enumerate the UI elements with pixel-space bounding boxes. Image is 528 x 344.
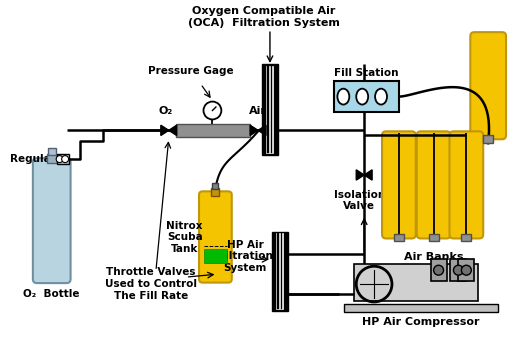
Circle shape <box>62 155 69 163</box>
Bar <box>458 259 474 281</box>
Bar <box>394 235 404 241</box>
Polygon shape <box>169 125 177 136</box>
Text: O₂  Bottle: O₂ Bottle <box>23 289 80 299</box>
Bar <box>354 264 478 301</box>
Text: HP Air Compressor: HP Air Compressor <box>362 317 480 327</box>
Ellipse shape <box>337 89 350 105</box>
Ellipse shape <box>356 89 368 105</box>
Bar <box>450 259 466 281</box>
Text: Oxygen Compatible Air
(OCA)  Filtration System: Oxygen Compatible Air (OCA) Filtration S… <box>188 6 340 28</box>
Text: Air: Air <box>249 106 267 117</box>
Text: Air Banks: Air Banks <box>404 252 464 262</box>
Text: HP Air
Filtration
System: HP Air Filtration System <box>218 240 272 273</box>
Bar <box>281 234 282 309</box>
FancyBboxPatch shape <box>417 131 450 238</box>
Bar <box>268 66 269 153</box>
Bar <box>334 81 399 112</box>
FancyBboxPatch shape <box>33 158 71 283</box>
Polygon shape <box>250 125 258 136</box>
Bar <box>56 154 69 164</box>
Polygon shape <box>161 125 169 136</box>
FancyBboxPatch shape <box>449 131 483 238</box>
Circle shape <box>454 265 464 275</box>
Bar <box>48 148 55 155</box>
Circle shape <box>461 265 472 275</box>
Bar <box>47 154 56 163</box>
Text: Isolation
Valve: Isolation Valve <box>334 190 385 212</box>
Text: Pressure Gage: Pressure Gage <box>148 66 233 76</box>
Polygon shape <box>258 125 266 136</box>
FancyBboxPatch shape <box>470 32 506 139</box>
Bar <box>262 64 278 155</box>
Ellipse shape <box>375 89 387 105</box>
Bar <box>344 304 498 312</box>
FancyBboxPatch shape <box>382 131 416 238</box>
Circle shape <box>203 101 221 119</box>
Bar <box>483 135 493 143</box>
Text: O₂: O₂ <box>159 106 173 117</box>
Bar <box>272 232 288 311</box>
Polygon shape <box>356 170 364 180</box>
Circle shape <box>56 155 63 163</box>
Bar <box>276 234 284 309</box>
Polygon shape <box>364 170 372 180</box>
Text: Fill Station: Fill Station <box>334 68 399 78</box>
Bar <box>461 235 472 241</box>
Bar <box>429 235 439 241</box>
Bar <box>271 66 272 153</box>
Bar <box>267 66 274 153</box>
Circle shape <box>433 265 444 275</box>
Bar <box>431 259 447 281</box>
FancyBboxPatch shape <box>199 191 232 283</box>
Text: Nitrox
Scuba
Tank: Nitrox Scuba Tank <box>166 221 203 254</box>
Text: Regulator: Regulator <box>10 154 68 164</box>
Bar <box>212 183 219 189</box>
Bar <box>211 188 219 196</box>
Bar <box>204 249 227 263</box>
Bar <box>176 125 250 137</box>
Bar <box>277 234 279 309</box>
Text: Throttle Valves
Used to Control
The Fill Rate: Throttle Valves Used to Control The Fill… <box>105 268 197 301</box>
